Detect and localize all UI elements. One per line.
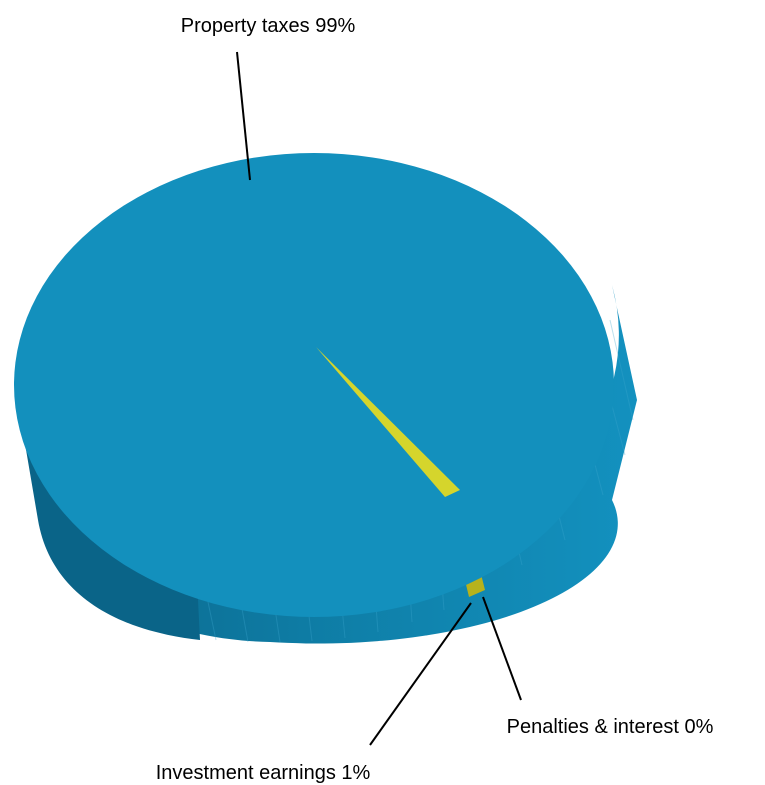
slice-investment-earnings <box>316 347 460 497</box>
label-property-taxes: Property taxes 99% <box>181 15 356 37</box>
label-penalties-interest: Penalties & interest 0% <box>507 716 714 738</box>
pie-top <box>14 153 614 617</box>
label-investment-earnings: Investment earnings 1% <box>156 762 371 784</box>
leader-property-taxes <box>236 51 251 181</box>
leader-penalties-interest <box>482 596 522 701</box>
leader-investment-earnings <box>369 602 472 746</box>
